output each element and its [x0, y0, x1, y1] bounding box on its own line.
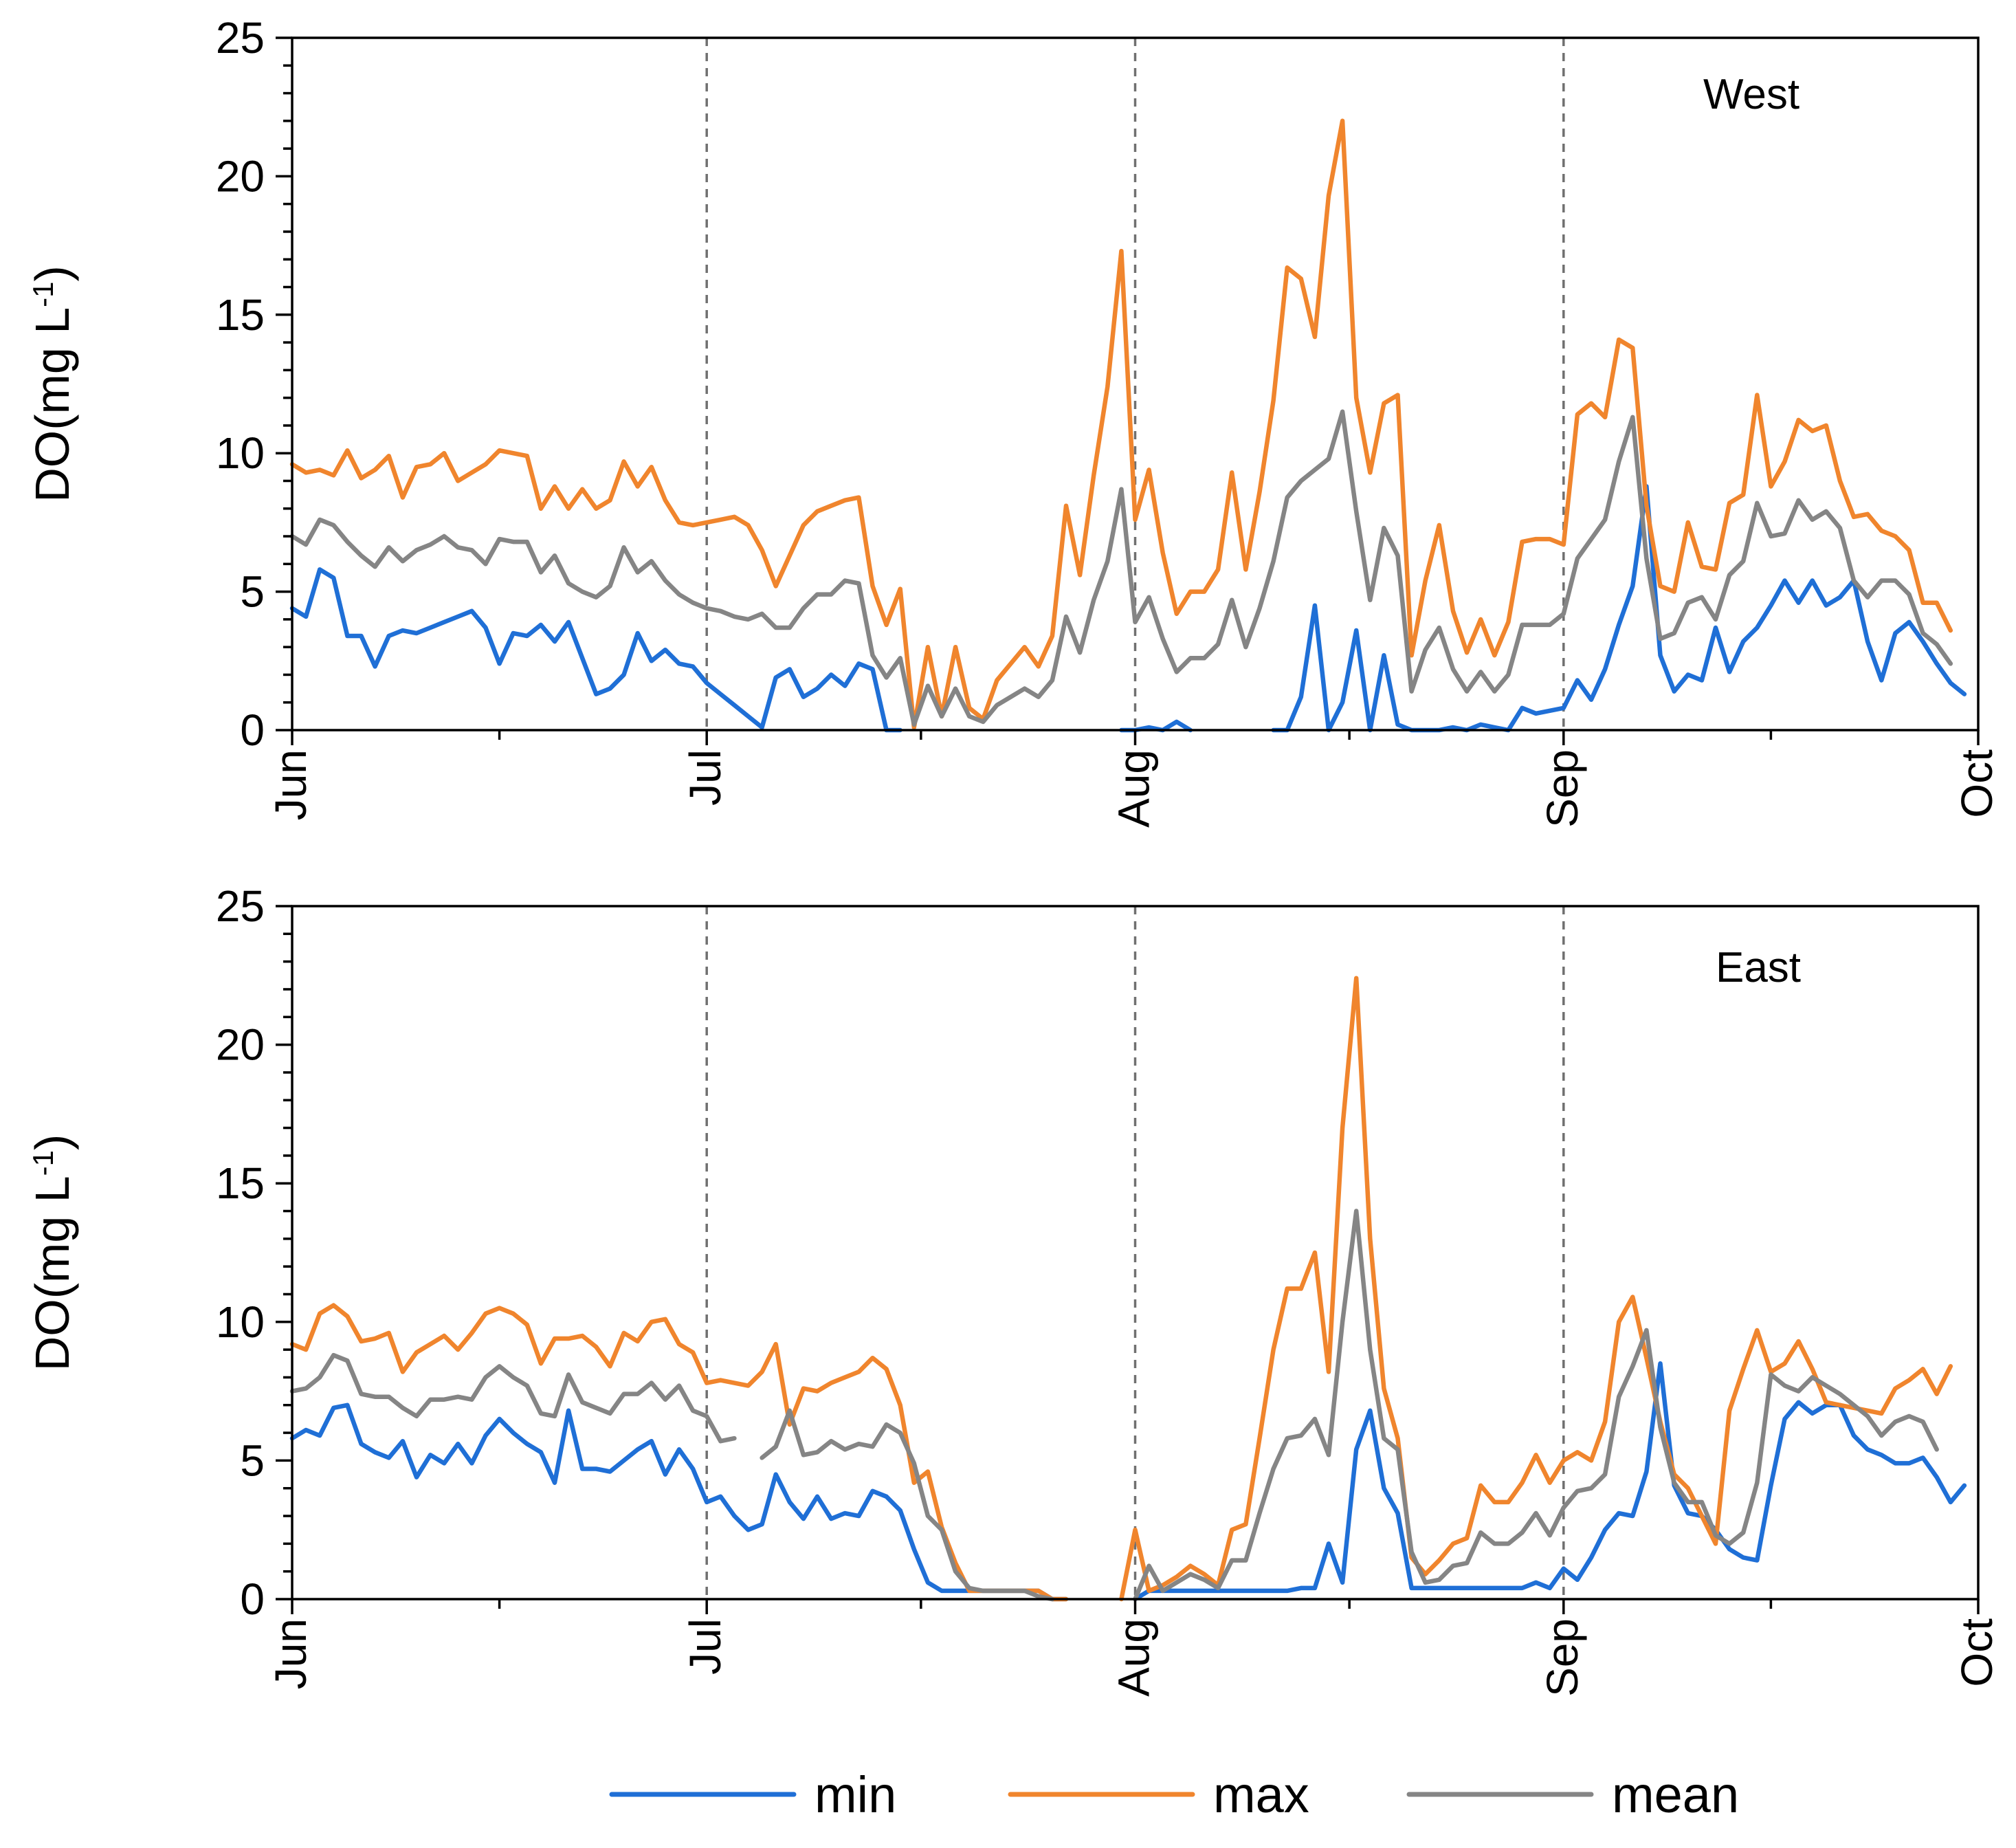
legend-label-max: max: [1213, 1766, 1309, 1823]
x-tick-label-jun: Jun: [266, 1618, 315, 1689]
x-tick-label-oct: Oct: [1952, 1618, 2002, 1687]
legend: min max mean: [609, 1766, 1739, 1823]
series-line-mean-3-1: [1133, 1209, 1939, 1602]
y-axis-label-main: DO(mg L: [25, 307, 79, 503]
series-line-min-0-0: [289, 1402, 1069, 1602]
y-tick-label-10: 10: [216, 428, 265, 478]
east-panel: 0 5 10 15 20 25 Jun Jul Aug Sep Oct East DO(mg L-1): [25, 881, 2002, 1697]
x-tick-label-aug: Aug: [1109, 749, 1159, 828]
y-tick-label-15: 15: [216, 290, 265, 340]
y-axis-label-close: ): [25, 1134, 79, 1150]
plot-frame: [291, 36, 1980, 732]
legend-label-mean: mean: [1612, 1766, 1739, 1823]
x-tick-label-aug: Aug: [1109, 1618, 1159, 1697]
y-tick-label-5: 5: [240, 1436, 265, 1485]
plot-frame: [291, 905, 1980, 1600]
y-tick-label-20: 20: [216, 151, 265, 201]
y-axis-label-sup: -1: [27, 1150, 59, 1176]
y-tick-label-25: 25: [216, 881, 265, 931]
legend-label-min: min: [815, 1766, 896, 1823]
y-axis-label-sup: -1: [27, 282, 59, 307]
x-tick-label-oct: Oct: [1952, 749, 2002, 818]
series-line-min-0-0: [289, 567, 902, 733]
y-axis-label: DO(mg L-1): [25, 265, 79, 503]
series-line-min-0-1: [1119, 719, 1193, 733]
series-line-min-0-1: [1133, 1361, 1967, 1602]
series-line-max-1-0: [289, 1303, 1069, 1602]
series-line-mean-2-0: [289, 409, 1953, 727]
y-tick-label-20: 20: [216, 1020, 265, 1070]
west-panel: 0 5 10 15 20 25 Jun Jul Aug Sep Oct West DO(mg L-1): [25, 13, 2002, 828]
series-line-min-0-2: [1271, 484, 1967, 733]
x-tick-label-jun: Jun: [266, 749, 315, 820]
y-tick-label-10: 10: [216, 1297, 265, 1347]
y-axis-label-close: ): [25, 265, 79, 281]
x-tick-label-jul: Jul: [680, 749, 730, 806]
series-line-max-1-1: [1119, 976, 1953, 1602]
y-axis-label: DO(mg L-1): [25, 1134, 79, 1372]
x-tick-label-sep: Sep: [1538, 1618, 1587, 1697]
y-tick-label-0: 0: [240, 705, 265, 755]
y-tick-label-15: 15: [216, 1158, 265, 1208]
series-line-mean-3-0: [760, 1408, 1055, 1602]
panel-label-east: East: [1716, 944, 1801, 991]
y-tick-label-0: 0: [240, 1574, 265, 1624]
x-tick-label-sep: Sep: [1538, 749, 1587, 828]
x-tick-label-jul: Jul: [680, 1618, 730, 1675]
series-line-mean-2-0: [289, 1352, 737, 1444]
y-tick-label-5: 5: [240, 567, 265, 617]
panel-label-west: West: [1703, 71, 1799, 118]
series-line-max-1-0: [289, 118, 1953, 730]
y-tick-label-25: 25: [216, 13, 265, 63]
y-axis-label-main: DO(mg L: [25, 1176, 79, 1371]
